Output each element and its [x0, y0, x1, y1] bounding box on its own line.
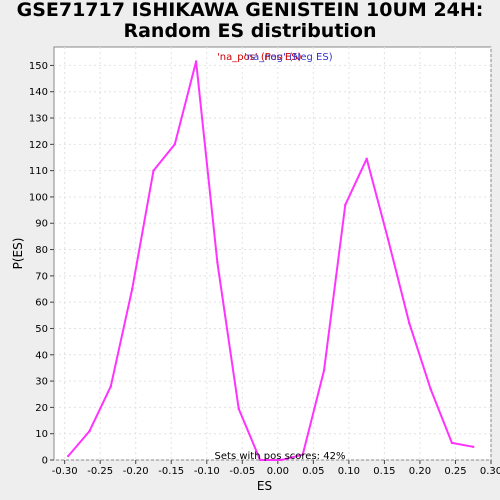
y-tick-label: 80	[35, 245, 48, 256]
y-axis-ticks: 0 10 20 30 40 50 60 70 80 90 100 110 120 130 140 150	[29, 61, 54, 467]
x-tick-label: 0.25	[444, 466, 466, 477]
y-tick-label: 100	[29, 192, 48, 203]
data-point	[238, 408, 240, 410]
data-point	[88, 430, 90, 432]
y-tick-label: 70	[35, 271, 48, 282]
x-tick-label: 0.05	[302, 466, 324, 477]
data-point	[67, 455, 69, 457]
data-point	[408, 322, 410, 324]
data-point	[131, 288, 133, 290]
plot-area	[54, 47, 491, 460]
y-tick-label: 140	[29, 87, 48, 98]
data-point	[365, 158, 367, 160]
data-point	[110, 385, 112, 387]
data-point	[472, 446, 474, 448]
x-tick-label: -0.05	[229, 466, 255, 477]
x-tick-label: -0.30	[52, 466, 78, 477]
x-tick-label: -0.15	[158, 466, 184, 477]
y-tick-label: 20	[35, 403, 48, 414]
legend: 'na_pos' (Pos ES)'na_neg' (Neg ES)	[217, 52, 333, 63]
y-tick-label: 40	[35, 350, 48, 361]
y-tick-label: 120	[29, 140, 48, 151]
x-tick-label: 0.10	[338, 466, 360, 477]
data-point	[152, 169, 154, 171]
x-tick-label: 0.20	[409, 466, 431, 477]
data-point	[387, 238, 389, 240]
data-point	[344, 204, 346, 206]
y-tick-label: 130	[29, 114, 48, 125]
data-point	[323, 369, 325, 371]
y-tick-label: 10	[35, 429, 48, 440]
y-axis-label: P(ES)	[11, 238, 25, 270]
y-tick-label: 60	[35, 298, 48, 309]
data-point	[216, 262, 218, 264]
x-axis-ticks: -0.30 -0.25 -0.20 -0.15 -0.10 -0.05 0.00 0.05 0.…	[52, 460, 500, 477]
data-point	[195, 60, 197, 62]
x-tick-label: -0.25	[87, 466, 113, 477]
x-tick-label: 0.15	[373, 466, 395, 477]
data-point	[174, 143, 176, 145]
y-tick-label: 90	[35, 219, 48, 230]
data-point	[451, 442, 453, 444]
x-tick-label: -0.10	[194, 466, 220, 477]
legend-entry: 'na_neg' (Neg ES)	[244, 52, 333, 63]
x-axis-label: ES	[257, 479, 272, 493]
x-tick-label: -0.20	[123, 466, 149, 477]
y-tick-label: 0	[42, 456, 48, 467]
x-tick-label: 0.30	[480, 466, 500, 477]
pos-scores-annotation: Sets with pos scores: 42%	[215, 451, 346, 462]
y-tick-label: 50	[35, 324, 48, 335]
x-tick-label: 0.00	[267, 466, 289, 477]
y-tick-label: 110	[29, 166, 48, 177]
y-tick-label: 150	[29, 61, 48, 72]
y-tick-label: 30	[35, 377, 48, 388]
data-point	[429, 388, 431, 390]
